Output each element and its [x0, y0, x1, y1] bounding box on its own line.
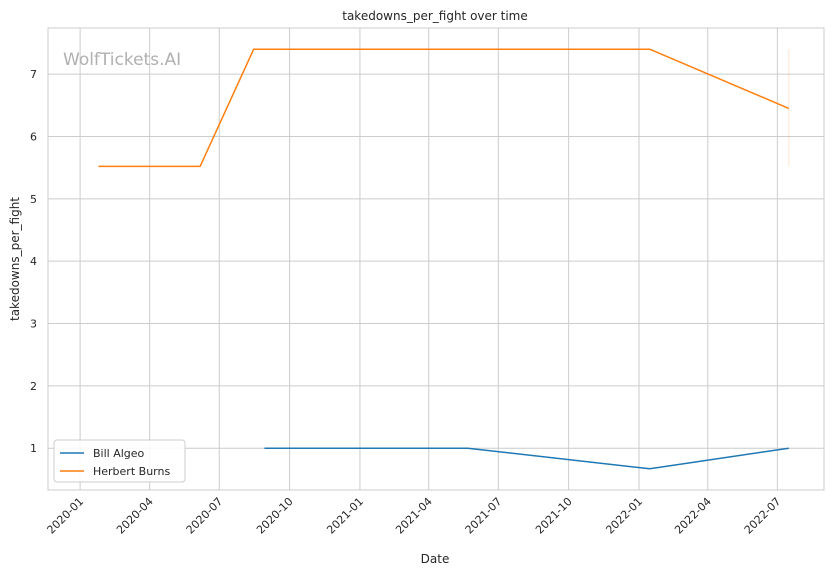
x-tick-label-2022-01: 2022-01: [603, 495, 645, 537]
series-line-herbert-burns: [98, 48, 790, 168]
legend-label-herbert-burns: Herbert Burns: [93, 465, 170, 478]
x-axis-label: Date: [421, 552, 450, 566]
y-tick-label-1: 1: [30, 442, 37, 455]
y-axis-label: takedowns_per_fight: [8, 197, 22, 321]
x-tick-label-2021-10: 2021-10: [533, 495, 575, 537]
x-tick-label-2020-01: 2020-01: [45, 495, 87, 537]
x-tick-label-2022-07: 2022-07: [742, 495, 784, 537]
x-tick-label-2020-07: 2020-07: [184, 495, 226, 537]
series-line-bill-algeo: [264, 447, 789, 470]
chart-title: takedowns_per_fight over time: [342, 9, 528, 23]
plot-area-frame: [47, 27, 825, 491]
x-tick-label-2022-04: 2022-04: [672, 495, 714, 537]
legend-label-bill-algeo: Bill Algeo: [93, 447, 145, 460]
y-tick-label-5: 5: [30, 193, 37, 206]
series-lines: [98, 48, 790, 470]
y-tick-label-7: 7: [30, 68, 37, 81]
y-tick-label-3: 3: [30, 318, 37, 331]
grid: [48, 28, 824, 490]
y-axis-ticks: 1 2 3 4 5 6 7: [30, 68, 37, 455]
x-axis-ticks: 2020-01 2020-04 2020-07 2020-10 2021-01 2021-…: [45, 495, 784, 537]
watermark: WolfTickets.AI: [63, 50, 181, 70]
x-tick-label-2020-10: 2020-10: [254, 495, 296, 537]
x-tick-label-2021-04: 2021-04: [393, 495, 435, 537]
y-tick-label-4: 4: [30, 255, 37, 268]
x-tick-label-2020-04: 2020-04: [114, 495, 156, 537]
x-tick-label-2021-01: 2021-01: [324, 495, 366, 537]
y-tick-label-2: 2: [30, 380, 37, 393]
legend: Bill Algeo Herbert Burns: [53, 439, 186, 483]
x-tick-label-2021-07: 2021-07: [463, 495, 505, 537]
y-tick-label-6: 6: [30, 130, 37, 143]
legend-box: [53, 439, 186, 483]
